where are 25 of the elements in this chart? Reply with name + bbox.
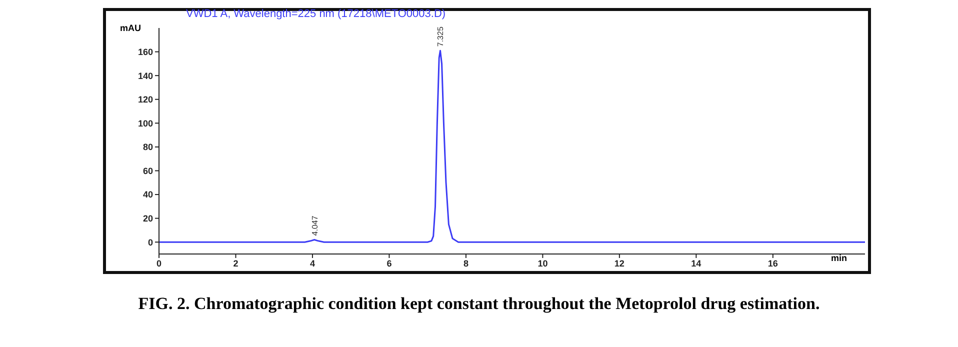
- y-tick-label: 0: [148, 237, 153, 248]
- y-tick-label: 80: [142, 142, 153, 152]
- y-tick-label: 120: [138, 94, 153, 105]
- y-tick-label: 100: [138, 118, 153, 128]
- x-tick-label: 2: [233, 258, 238, 268]
- x-tick-label: 6: [386, 258, 392, 268]
- y-tick-label: 20: [142, 214, 153, 224]
- annotation: 4.047: [310, 215, 320, 236]
- y-axis-title: mAU: [120, 23, 142, 33]
- x-tick-label: 10: [538, 258, 548, 268]
- caption: FIG. 2. Chromatographic condition kept constant throughout the Metoprolol drug estimation.: [137, 294, 821, 314]
- x-tick-label: 8: [463, 258, 468, 268]
- chart-title: VWD1 A, Wavelength=225 nm (17218\METO0003.D): [186, 8, 446, 20]
- y-tick-label: 60: [142, 166, 153, 176]
- x-tick-label: 14: [691, 258, 702, 268]
- line-series: [159, 50, 865, 243]
- annotation: 7.325: [436, 26, 446, 47]
- y-tick-label: 140: [138, 70, 153, 81]
- y-tick-label: 160: [138, 46, 153, 57]
- y-tick-label: 40: [142, 190, 153, 200]
- x-tick-label: 12: [614, 258, 624, 268]
- x-axis-title: min: [831, 253, 848, 263]
- x-tick-label: 4: [310, 258, 315, 268]
- x-tick-label: 16: [768, 258, 778, 268]
- x-tick-label: 0: [156, 258, 162, 268]
